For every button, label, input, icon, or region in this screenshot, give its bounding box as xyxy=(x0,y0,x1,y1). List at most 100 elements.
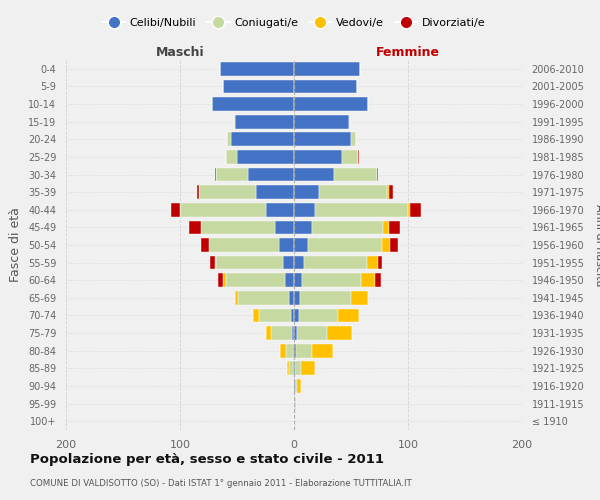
Bar xyxy=(293,344,294,358)
Text: Maschi: Maschi xyxy=(155,46,205,59)
Bar xyxy=(256,186,294,199)
Bar xyxy=(377,168,379,181)
Bar xyxy=(312,220,383,234)
Bar xyxy=(294,80,356,94)
Bar xyxy=(410,203,421,216)
Bar xyxy=(223,80,294,94)
Bar xyxy=(408,203,410,216)
Bar xyxy=(351,291,368,304)
Bar xyxy=(298,379,301,393)
Bar xyxy=(289,362,293,375)
Bar xyxy=(233,115,235,128)
Bar xyxy=(227,132,232,146)
Bar xyxy=(294,291,300,304)
Bar xyxy=(226,274,285,287)
Bar xyxy=(199,186,256,199)
Bar xyxy=(296,344,312,358)
Bar xyxy=(382,238,390,252)
Bar xyxy=(275,220,294,234)
Bar xyxy=(389,186,393,199)
Text: COMUNE DI VALDISOTTO (SO) - Dati ISTAT 1° gennaio 2011 - Elaborazione TUTTITALIA: COMUNE DI VALDISOTTO (SO) - Dati ISTAT 1… xyxy=(30,479,412,488)
Bar xyxy=(220,62,294,76)
Bar xyxy=(265,326,271,340)
Bar xyxy=(285,274,294,287)
Bar xyxy=(338,308,359,322)
Bar xyxy=(351,132,356,146)
Bar xyxy=(312,344,333,358)
Legend: Celibi/Nubili, Coniugati/e, Vedovi/e, Divorziati/e: Celibi/Nubili, Coniugati/e, Vedovi/e, Di… xyxy=(98,14,490,32)
Bar xyxy=(295,396,296,410)
Bar xyxy=(294,150,342,164)
Bar xyxy=(294,132,351,146)
Bar xyxy=(294,168,334,181)
Bar xyxy=(299,308,338,322)
Bar xyxy=(294,362,295,375)
Bar xyxy=(293,379,294,393)
Bar xyxy=(209,256,215,270)
Bar xyxy=(314,203,408,216)
Bar xyxy=(295,379,298,393)
Bar xyxy=(327,326,352,340)
Bar xyxy=(200,238,209,252)
Bar xyxy=(292,326,294,340)
Bar xyxy=(226,150,237,164)
Bar xyxy=(218,274,223,287)
Bar xyxy=(294,97,368,111)
Bar xyxy=(215,256,217,270)
Bar xyxy=(212,97,294,111)
Bar xyxy=(294,379,295,393)
Bar xyxy=(294,186,319,199)
Bar xyxy=(334,168,377,181)
Bar xyxy=(189,220,200,234)
Bar xyxy=(265,203,294,216)
Bar xyxy=(237,150,294,164)
Bar xyxy=(283,256,294,270)
Bar xyxy=(294,274,302,287)
Bar xyxy=(308,238,382,252)
Bar xyxy=(200,220,275,234)
Bar xyxy=(294,308,299,322)
Bar xyxy=(389,220,400,234)
Bar xyxy=(253,308,259,322)
Bar xyxy=(286,344,293,358)
Bar xyxy=(279,238,294,252)
Bar xyxy=(248,168,294,181)
Bar xyxy=(217,256,283,270)
Bar xyxy=(232,132,294,146)
Bar xyxy=(180,203,265,216)
Bar xyxy=(215,168,217,181)
Bar xyxy=(235,115,294,128)
Bar xyxy=(287,362,289,375)
Bar xyxy=(294,115,349,128)
Bar xyxy=(217,168,248,181)
Bar xyxy=(361,274,375,287)
Bar xyxy=(209,238,279,252)
Text: Popolazione per età, sesso e stato civile - 2011: Popolazione per età, sesso e stato civil… xyxy=(30,452,384,466)
Bar xyxy=(294,220,312,234)
Bar xyxy=(388,186,389,199)
Y-axis label: Fasce di età: Fasce di età xyxy=(10,208,22,282)
Bar xyxy=(171,203,180,216)
Bar xyxy=(290,308,294,322)
Bar xyxy=(367,256,379,270)
Bar xyxy=(294,344,296,358)
Bar xyxy=(259,308,290,322)
Bar xyxy=(390,238,398,252)
Bar xyxy=(294,203,314,216)
Y-axis label: Anni di nascita: Anni di nascita xyxy=(594,204,600,286)
Bar xyxy=(238,291,289,304)
Bar xyxy=(293,362,294,375)
Bar xyxy=(304,256,367,270)
Bar xyxy=(294,396,295,410)
Bar xyxy=(294,238,308,252)
Bar xyxy=(271,326,292,340)
Bar xyxy=(319,186,388,199)
Bar xyxy=(375,274,380,287)
Bar xyxy=(301,362,314,375)
Bar xyxy=(302,274,361,287)
Bar xyxy=(358,150,359,164)
Bar xyxy=(294,62,360,76)
Bar xyxy=(223,274,226,287)
Text: Femmine: Femmine xyxy=(376,46,440,59)
Bar xyxy=(289,291,294,304)
